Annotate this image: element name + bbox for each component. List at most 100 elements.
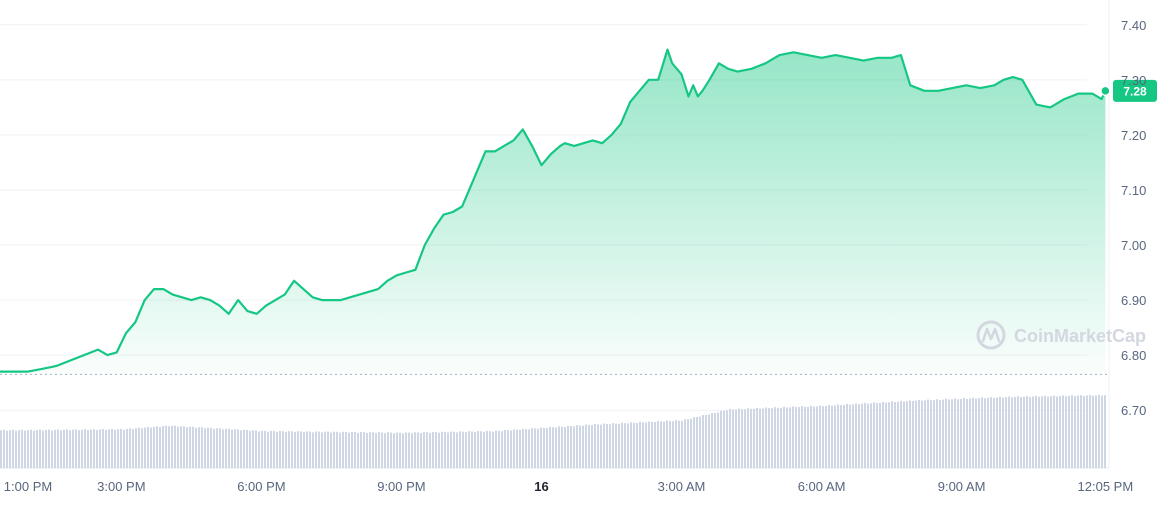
volume-bar	[15, 430, 17, 468]
volume-bar	[516, 429, 518, 468]
volume-bar	[699, 416, 701, 468]
volume-bar	[540, 427, 542, 468]
volume-bar	[651, 421, 653, 468]
volume-bar	[576, 425, 578, 468]
volume-bar	[603, 423, 605, 468]
volume-bar	[705, 415, 707, 468]
volume-bar	[672, 421, 674, 468]
volume-bar	[1050, 396, 1052, 468]
volume-bar	[399, 432, 401, 468]
volume-bar	[864, 402, 866, 468]
volume-bar	[78, 430, 80, 468]
volume-bar	[453, 431, 455, 468]
volume-bar	[162, 426, 164, 468]
volume-bar	[291, 431, 293, 468]
volume-bar	[468, 431, 470, 468]
volume-bar	[378, 432, 380, 468]
volume-bar	[219, 428, 221, 468]
volume-bar	[1005, 397, 1007, 468]
volume-bar	[546, 428, 548, 468]
volume-bar	[957, 399, 959, 468]
volume-bar	[96, 430, 98, 468]
volume-bar	[354, 432, 356, 468]
volume-bar	[663, 421, 665, 468]
volume-bar	[381, 432, 383, 468]
volume-bar	[192, 426, 194, 468]
volume-bar	[696, 417, 698, 468]
last-price-dot[interactable]	[1100, 85, 1111, 97]
volume-bar	[3, 429, 5, 468]
volume-bar	[615, 423, 617, 468]
volume-bar	[981, 397, 983, 468]
volume-bar	[276, 431, 278, 468]
volume-bar	[252, 430, 254, 468]
x-tick-label: 9:00 AM	[938, 479, 986, 494]
volume-bar	[1086, 395, 1088, 468]
volume-bar	[840, 405, 842, 468]
volume-bar	[798, 407, 800, 468]
volume-bar	[924, 400, 926, 468]
volume-bar	[84, 429, 86, 468]
volume-bar	[951, 399, 953, 468]
volume-bar	[891, 401, 893, 468]
volume-bar	[111, 428, 113, 468]
volume-bar	[669, 421, 671, 468]
price-line[interactable]	[0, 48, 1107, 373]
volume-bar	[657, 420, 659, 468]
volume-bar	[480, 431, 482, 468]
volume-bar	[189, 426, 191, 468]
volume-bar	[909, 400, 911, 468]
volume-bar	[315, 431, 317, 468]
volume-bar	[684, 419, 686, 468]
volume-bar	[1068, 395, 1070, 468]
volume-bar	[867, 403, 869, 468]
volume-bar	[57, 429, 59, 468]
volume-bar	[525, 429, 527, 468]
volume-bar	[636, 422, 638, 468]
volume-bar	[255, 430, 257, 468]
volume-bar	[264, 430, 266, 468]
volume-bar	[993, 397, 995, 468]
volume-bar	[435, 432, 437, 468]
volume-bar	[231, 429, 233, 468]
volume-bar	[174, 425, 176, 468]
volume-bar	[48, 429, 50, 468]
volume-bar	[339, 432, 341, 468]
volume-bar	[996, 397, 998, 468]
volume-bar	[714, 412, 716, 468]
volume-bar	[1023, 396, 1025, 468]
volume-bar	[1071, 395, 1073, 468]
volume-bar	[1095, 395, 1097, 468]
volume-bar	[738, 408, 740, 468]
volume-bar	[780, 407, 782, 468]
volume-bar	[243, 429, 245, 468]
volume-bar	[939, 399, 941, 468]
volume-bar	[513, 429, 515, 468]
volume-bar	[897, 401, 899, 468]
volume-bar	[267, 431, 269, 468]
volume-bar	[1035, 395, 1037, 468]
volume-bar	[1056, 396, 1058, 468]
volume-bar	[171, 425, 173, 468]
volume-bar	[846, 403, 848, 468]
volume-bar	[507, 430, 509, 468]
volume-bar	[963, 398, 965, 468]
volume-bar	[288, 431, 290, 468]
volume-bar	[135, 428, 137, 468]
volume-bar	[1044, 395, 1046, 468]
volume-bar	[888, 402, 890, 468]
volume-bar	[522, 428, 524, 468]
volume-bar	[471, 431, 473, 468]
y-tick-label: 6.80	[1121, 348, 1146, 363]
volume-bar	[816, 406, 818, 468]
volume-bar	[216, 428, 218, 468]
volume-bar	[417, 432, 419, 468]
volume-bar	[849, 404, 851, 468]
volume-bar	[858, 404, 860, 468]
volume-bar	[147, 426, 149, 468]
volume-bar	[633, 422, 635, 468]
volume-bar	[156, 426, 158, 468]
volume-bar	[1098, 394, 1100, 468]
